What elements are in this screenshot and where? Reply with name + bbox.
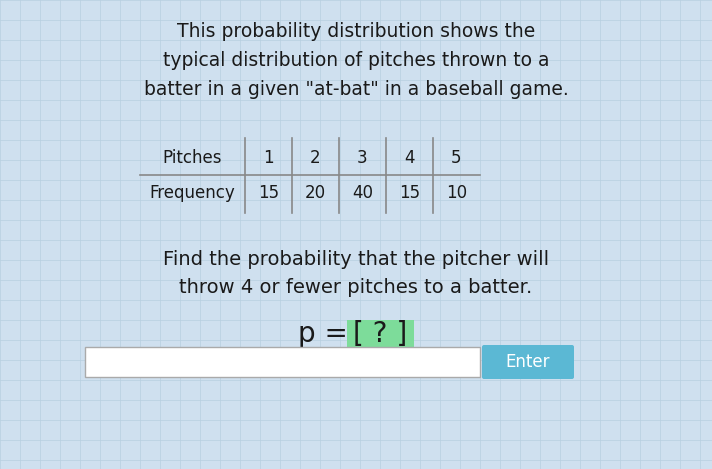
Text: Find the probability that the pitcher will: Find the probability that the pitcher wi… [163,250,549,269]
Text: 1: 1 [263,149,274,167]
FancyBboxPatch shape [85,347,480,377]
Text: 2: 2 [310,149,321,167]
Text: throw 4 or fewer pitches to a batter.: throw 4 or fewer pitches to a batter. [179,278,533,297]
Text: p =: p = [298,320,357,348]
FancyBboxPatch shape [347,320,414,348]
Text: 3: 3 [357,149,368,167]
Text: batter in a given "at-bat" in a baseball game.: batter in a given "at-bat" in a baseball… [144,80,568,99]
Text: Frequency: Frequency [150,184,236,202]
Text: typical distribution of pitches thrown to a: typical distribution of pitches thrown t… [163,51,549,70]
Text: Enter: Enter [506,353,550,371]
Text: 15: 15 [258,184,279,202]
Text: Pitches: Pitches [163,149,222,167]
Text: 5: 5 [451,149,462,167]
Text: 15: 15 [399,184,420,202]
Text: 40: 40 [352,184,373,202]
Text: [ ? ]: [ ? ] [353,320,407,348]
Text: 10: 10 [446,184,467,202]
Text: 20: 20 [305,184,326,202]
FancyBboxPatch shape [482,345,574,379]
Text: 4: 4 [404,149,415,167]
Text: This probability distribution shows the: This probability distribution shows the [177,22,535,41]
